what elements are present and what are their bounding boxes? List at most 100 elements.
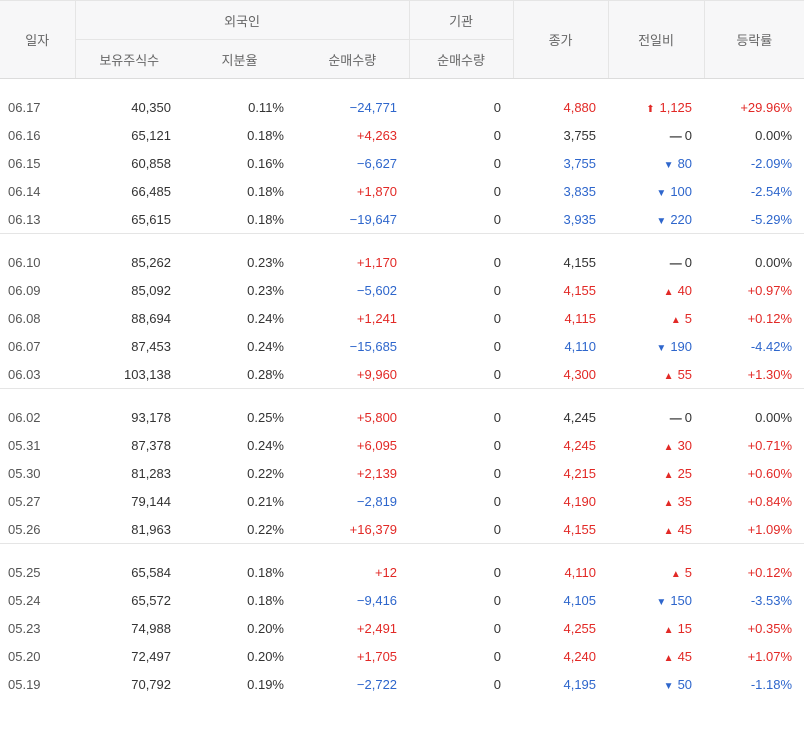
cell-holdings: 40,350	[131, 99, 171, 115]
header-foreign: 외국인	[74, 0, 410, 40]
change-value: 15	[677, 620, 693, 636]
change-value: 50	[677, 676, 693, 692]
cell-holdings: 81,283	[131, 465, 171, 481]
cell-change: ▲ 15	[608, 614, 704, 642]
cell-inst-net: 0	[493, 409, 502, 425]
cell-inst-net: 0	[493, 564, 502, 580]
cell-holdings: 65,584	[131, 564, 171, 580]
cell-holdings: 70,792	[131, 676, 171, 692]
down-triangle-icon: ▼	[656, 596, 667, 608]
cell-inst-net: 0	[493, 254, 502, 270]
cell-ratio: 0.23%	[247, 254, 284, 270]
cell-ratio: 0.19%	[247, 676, 284, 692]
table-row: 06.15 60,858 0.16% −6,627 0 3,755 ▼ 80 -2.09%	[0, 149, 804, 177]
cell-ratio: 0.24%	[247, 338, 284, 354]
cell-ratio: 0.23%	[247, 282, 284, 298]
cell-close: 4,240	[563, 648, 597, 664]
table-row: 06.02 93,178 0.25% +5,800 0 4,245—0 0.00%	[0, 403, 804, 431]
cell-rate: +1.30%	[747, 366, 793, 382]
cell-holdings: 87,453	[131, 338, 171, 354]
cell-close: 4,300	[563, 366, 597, 382]
header-foreign-net: 순매수량	[296, 39, 410, 79]
cell-date: 06.13	[8, 211, 41, 227]
up-triangle-icon: ▲	[663, 525, 674, 537]
cell-ratio: 0.18%	[247, 127, 284, 143]
cell-foreign-net: +5,800	[356, 409, 398, 425]
cell-ratio: 0.22%	[247, 465, 284, 481]
cell-foreign-net: +1,241	[356, 310, 398, 326]
cell-foreign-net: −6,627	[356, 155, 398, 171]
header-date: 일자	[0, 0, 75, 79]
cell-holdings: 103,138	[124, 366, 171, 382]
table-header: 일자 외국인 기관 종가 전일비 등락률 보유주식수 지분율 순매수량 순매수량	[0, 0, 804, 79]
table-row: 05.27 79,144 0.21% −2,819 0 4,190 ▲ 35 +0.84%	[0, 487, 804, 515]
cell-change: ▼ 100	[608, 177, 704, 205]
cell-rate: +0.35%	[747, 620, 793, 636]
cell-date: 05.30	[8, 465, 41, 481]
table-row: 06.03 103,138 0.28% +9,960 0 4,300 ▲ 55 +1.30%	[0, 360, 804, 389]
change-value: 190	[670, 338, 693, 354]
up-triangle-icon: ▲	[663, 469, 674, 481]
cell-date: 06.09	[8, 282, 41, 298]
table-row: 05.19 70,792 0.19% −2,722 0 4,195 ▼ 50 -1.18%	[0, 670, 804, 698]
header-rate: 등락률	[703, 0, 804, 79]
limit-up-arrow-icon: ⬆	[646, 103, 655, 115]
change-value: 80	[677, 155, 693, 171]
cell-ratio: 0.21%	[247, 493, 284, 509]
cell-ratio: 0.18%	[247, 183, 284, 199]
cell-ratio: 0.18%	[247, 564, 284, 580]
cell-close: 3,755	[563, 155, 597, 171]
cell-holdings: 72,497	[131, 648, 171, 664]
change-value: 45	[677, 648, 693, 664]
change-value: 55	[677, 366, 693, 382]
cell-close: 3,835	[563, 183, 597, 199]
cell-close: 4,245	[563, 409, 597, 425]
cell-inst-net: 0	[493, 183, 502, 199]
cell-inst-net: 0	[493, 620, 502, 636]
table-body: 06.17 40,350 0.11% −24,771 0 4,880 ⬆ 1,125 +29.9…	[0, 79, 804, 699]
down-triangle-icon: ▼	[663, 680, 674, 692]
table-row: 05.25 65,584 0.18% +12 0 4,110 ▲ 5 +0.12%	[0, 558, 804, 586]
cell-rate: 0.00%	[755, 127, 793, 143]
down-triangle-icon: ▼	[656, 215, 667, 227]
change-value: 1,125	[659, 99, 693, 115]
cell-inst-net: 0	[493, 310, 502, 326]
cell-close: 4,155	[563, 521, 597, 537]
group-divider	[0, 233, 804, 248]
cell-close: 4,215	[563, 465, 597, 481]
header-close: 종가	[512, 0, 609, 79]
change-value: 0	[684, 254, 693, 270]
up-triangle-icon: ▲	[663, 441, 674, 453]
table-row: 05.24 65,572 0.18% −9,416 0 4,105 ▼ 150 -3.53%	[0, 586, 804, 614]
cell-rate: +0.12%	[747, 564, 793, 580]
header-institution: 기관	[408, 0, 514, 40]
cell-date: 05.23	[8, 620, 41, 636]
cell-date: 06.15	[8, 155, 41, 171]
change-value: 0	[684, 127, 693, 143]
cell-rate: +0.60%	[747, 465, 793, 481]
table-row: 05.23 74,988 0.20% +2,491 0 4,255 ▲ 15 +0.35%	[0, 614, 804, 642]
cell-foreign-net: +1,870	[356, 183, 398, 199]
group-divider	[0, 543, 804, 558]
cell-rate: +0.97%	[747, 282, 793, 298]
table-row: 06.07 87,453 0.24% −15,685 0 4,110 ▼ 190 -4.42%	[0, 332, 804, 360]
cell-ratio: 0.24%	[247, 437, 284, 453]
cell-holdings: 85,092	[131, 282, 171, 298]
change-value: 150	[670, 592, 693, 608]
cell-foreign-net: +2,139	[356, 465, 398, 481]
cell-date: 05.26	[8, 521, 41, 537]
table-row: 06.17 40,350 0.11% −24,771 0 4,880 ⬆ 1,125 +29.9…	[0, 93, 804, 121]
cell-close: 4,155	[563, 282, 597, 298]
cell-foreign-net: +2,491	[356, 620, 398, 636]
table-row: 06.13 65,615 0.18% −19,647 0 3,935 ▼ 220 -5.29%	[0, 205, 804, 234]
cell-foreign-net: +1,170	[356, 254, 398, 270]
cell-date: 06.08	[8, 310, 41, 326]
cell-holdings: 88,694	[131, 310, 171, 326]
cell-date: 06.10	[8, 254, 41, 270]
cell-change: —0	[608, 403, 704, 431]
cell-inst-net: 0	[493, 127, 502, 143]
table-row: 06.09 85,092 0.23% −5,602 0 4,155 ▲ 40 +0.97%	[0, 276, 804, 304]
cell-date: 05.31	[8, 437, 41, 453]
cell-rate: 0.00%	[755, 409, 793, 425]
cell-rate: +0.71%	[747, 437, 793, 453]
